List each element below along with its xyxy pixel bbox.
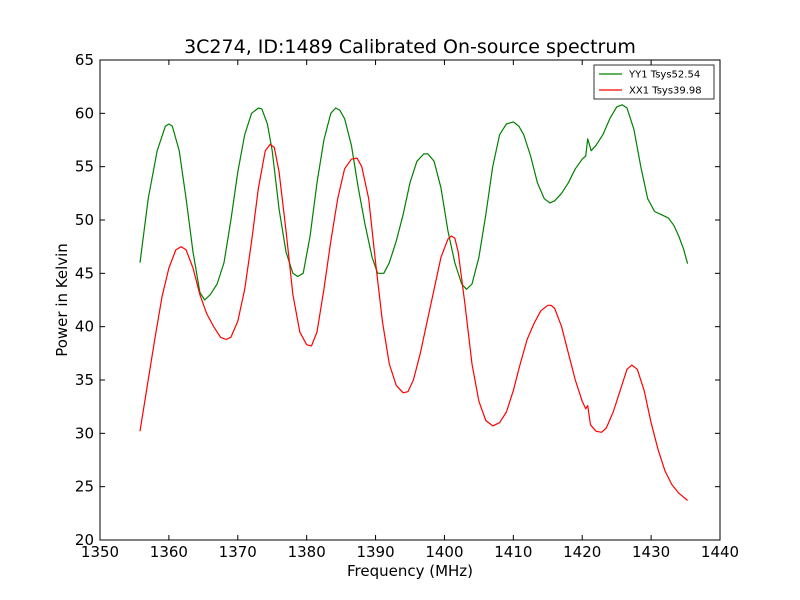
y-tick-label: 30	[75, 424, 94, 442]
ticks-layer: 1350 1360 1370 1380 1390 1400 1410 1420 1430 1440…	[75, 51, 739, 561]
series-line-yy1	[139, 104, 689, 301]
x-tick-label: 1420	[563, 543, 601, 561]
x-tick-label: 1370	[219, 543, 257, 561]
y-tick-label: 45	[75, 264, 94, 282]
y-tick-label: 40	[75, 318, 94, 336]
y-tick-label: 20	[75, 531, 94, 549]
y-tick-label: 25	[75, 478, 94, 496]
chart-title: 3C274, ID:1489 Calibrated On-source spec…	[184, 36, 636, 58]
series-layer	[139, 104, 689, 501]
x-tick-label: 1400	[425, 543, 463, 561]
y-tick-label: 65	[75, 51, 94, 69]
series-line-xx1	[139, 143, 688, 501]
x-tick-label: 1350	[81, 543, 119, 561]
x-tick-label: 1410	[494, 543, 532, 561]
y-axis-label: Power in Kelvin	[53, 243, 71, 357]
x-axis-label: Frequency (MHz)	[347, 562, 473, 580]
plot-frame	[99, 59, 721, 541]
y-tick-label: 60	[75, 104, 94, 122]
legend-label-xx1: XX1 Tsys39.98	[629, 86, 702, 97]
x-tick-label: 1390	[356, 543, 394, 561]
y-tick-label: 35	[75, 371, 94, 389]
x-tick-label: 1380	[288, 543, 326, 561]
x-tick-label: 1440	[701, 543, 739, 561]
x-tick-label: 1360	[150, 543, 188, 561]
legend: YY1 Tsys52.54 XX1 Tsys39.98	[593, 64, 715, 100]
y-tick-label: 50	[75, 211, 94, 229]
x-tick-label: 1430	[632, 543, 670, 561]
legend-box	[593, 64, 715, 100]
legend-label-yy1: YY1 Tsys52.54	[628, 70, 700, 81]
y-tick-label: 55	[75, 158, 94, 176]
